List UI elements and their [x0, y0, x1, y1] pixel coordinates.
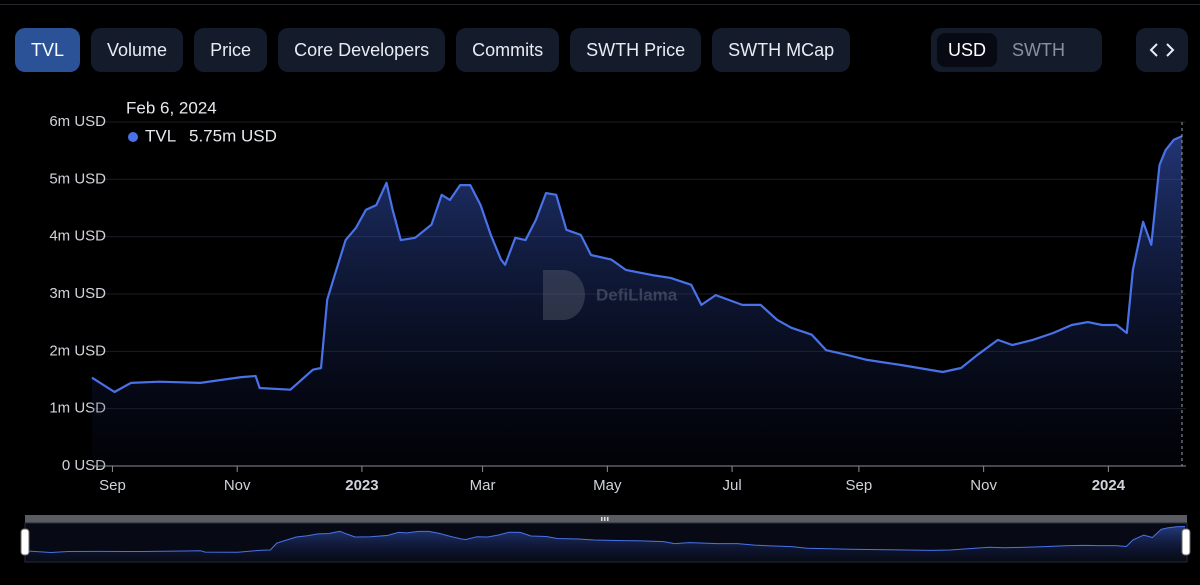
tooltip-value: 5.75m USD: [189, 126, 277, 145]
currency-option[interactable]: SWTH: [1012, 39, 1066, 60]
area-fill: [92, 136, 1182, 467]
tooltip-date: Feb 6, 2024: [126, 98, 217, 117]
brush-handle-left: [20, 528, 30, 556]
tab[interactable]: TVL: [15, 28, 81, 72]
x-tick-label: 2024: [1092, 477, 1126, 494]
top-divider: [0, 4, 1200, 5]
y-tick-label: 2m USD: [49, 342, 106, 359]
y-tick-label: 4m USD: [49, 228, 106, 245]
x-tick-label: Jul: [723, 477, 742, 494]
tooltip-series: TVL: [145, 126, 176, 145]
embed-icon-left: [1149, 43, 1158, 57]
embed-icon-right: [1166, 43, 1175, 57]
y-tick-label: 1m USD: [49, 400, 106, 417]
brush-line: [26, 526, 1186, 553]
watermark-text: DefiLlama: [596, 285, 678, 304]
x-tick-label: Sep: [846, 477, 873, 494]
watermark: DefiLlama: [543, 270, 678, 320]
x-tick-label: Nov: [970, 477, 997, 494]
tab[interactable]: SWTH MCap: [712, 28, 851, 72]
tab[interactable]: SWTH Price: [570, 28, 702, 72]
tab[interactable]: Core Developers: [278, 28, 446, 72]
brush-area-fill: [27, 526, 1185, 562]
tab[interactable]: Price: [194, 28, 268, 72]
brush-bar: [25, 515, 1187, 523]
watermark-icon: [543, 270, 585, 320]
tab[interactable]: Volume: [91, 28, 184, 72]
brush-handle-right: [1181, 528, 1191, 556]
y-tick-label: 5m USD: [49, 170, 106, 187]
currency-toggle: USD SWTH: [931, 28, 1102, 72]
y-tick-label: 6m USD: [49, 113, 106, 130]
brush-grip: [604, 517, 606, 521]
brush-grip: [607, 517, 609, 521]
x-tick-label: Mar: [470, 477, 496, 494]
brush-grip: [601, 517, 603, 521]
x-tick-label: May: [593, 477, 622, 494]
y-tick-label: 3m USD: [49, 285, 106, 302]
tooltip-marker: [128, 132, 138, 142]
currency-option[interactable]: USD: [937, 33, 998, 67]
tab[interactable]: Commits: [456, 28, 560, 72]
metric-tabs: TVL Volume Price Core Developers Commits SWTH…: [15, 28, 851, 72]
x-tick-label: 2023: [345, 477, 378, 494]
line: [91, 135, 1183, 394]
embed-button[interactable]: [1136, 28, 1188, 72]
x-tick-label: Nov: [224, 477, 251, 494]
x-tick-label: Sep: [99, 477, 126, 494]
